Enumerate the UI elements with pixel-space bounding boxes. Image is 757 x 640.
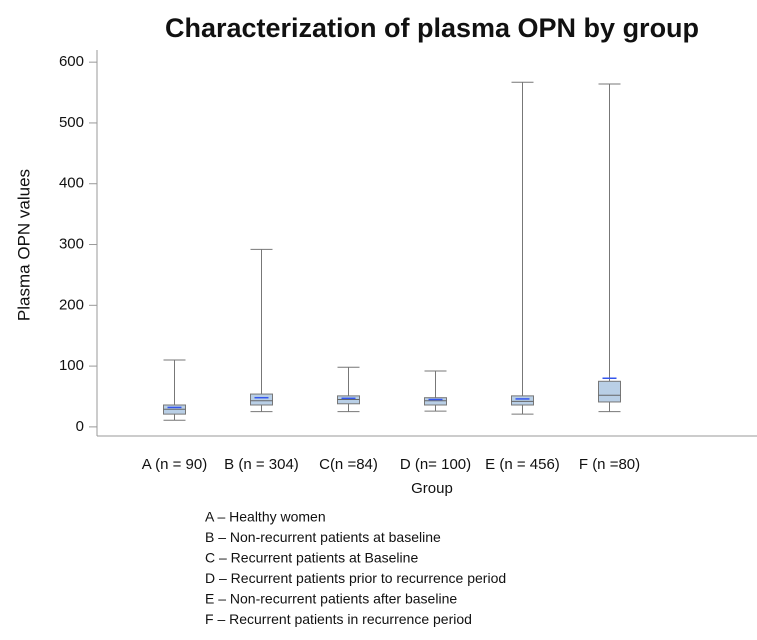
y-tick-label: 600 [59, 53, 84, 70]
y-axis-label: Plasma OPN values [14, 169, 33, 321]
x-tick-label: B (n = 304) [224, 456, 299, 473]
y-tick-label: 200 [59, 296, 84, 313]
x-axis-label: Group [411, 480, 453, 497]
x-tick-label: C(n =84) [319, 456, 378, 473]
note: C – Recurrent patients at Baseline [205, 550, 418, 566]
note: E – Non-recurrent patients after baselin… [205, 591, 457, 607]
x-tick-label: F (n =80) [579, 456, 640, 473]
x-tick-label: E (n = 456) [485, 456, 560, 473]
box [511, 395, 534, 406]
y-tick-label: 400 [59, 175, 84, 192]
y-tick-label: 0 [76, 418, 84, 435]
x-tick-label: D (n= 100) [400, 456, 471, 473]
box [598, 380, 621, 403]
note: F – Recurrent patients in recurrence per… [205, 611, 472, 627]
box [424, 397, 447, 406]
y-tick-label: 500 [59, 114, 84, 131]
box [250, 393, 273, 406]
x-tick-label: A (n = 90) [142, 456, 207, 473]
y-tick-label: 300 [59, 235, 84, 252]
note: B – Non-recurrent patients at baseline [205, 529, 441, 545]
y-tick-label: 100 [59, 357, 84, 374]
note: A – Healthy women [205, 509, 326, 525]
note: D – Recurrent patients prior to recurren… [205, 570, 506, 586]
chart-title: Characterization of plasma OPN by group [165, 13, 699, 43]
